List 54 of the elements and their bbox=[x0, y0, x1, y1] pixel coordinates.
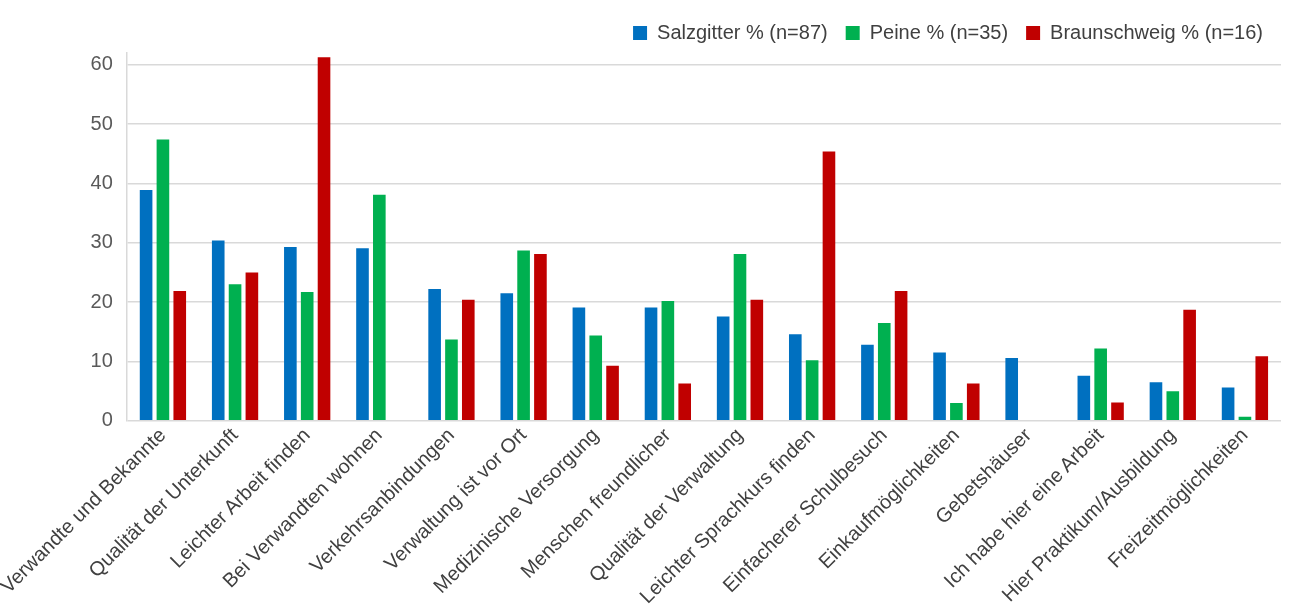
bar bbox=[805, 360, 819, 421]
y-tick-label: 30 bbox=[90, 230, 113, 253]
bar bbox=[1183, 309, 1196, 421]
bar bbox=[716, 316, 730, 421]
bar bbox=[1094, 348, 1107, 421]
y-tick-label: 0 bbox=[101, 408, 113, 431]
bar bbox=[750, 299, 764, 421]
legend-label: Salzgitter % (n=87) bbox=[657, 20, 828, 43]
bar bbox=[1255, 356, 1269, 421]
bar bbox=[877, 322, 891, 421]
y-tick-label: 40 bbox=[90, 171, 113, 194]
bar bbox=[156, 139, 170, 421]
bar bbox=[644, 307, 658, 421]
bar bbox=[1005, 357, 1019, 421]
bar bbox=[461, 299, 475, 421]
bar bbox=[966, 383, 980, 421]
bar bbox=[894, 290, 908, 421]
bar bbox=[517, 250, 530, 421]
bar bbox=[606, 365, 619, 421]
bar bbox=[861, 344, 874, 421]
bar bbox=[173, 290, 187, 421]
y-tick-label: 20 bbox=[90, 289, 113, 312]
bar bbox=[1111, 402, 1124, 421]
bar bbox=[500, 293, 514, 421]
bar bbox=[245, 272, 259, 421]
y-tick-label: 50 bbox=[90, 111, 113, 134]
bar bbox=[733, 254, 747, 421]
bar bbox=[534, 254, 547, 421]
bar bbox=[1149, 382, 1163, 421]
bar bbox=[317, 57, 331, 421]
bar bbox=[211, 240, 225, 421]
bar bbox=[373, 194, 386, 421]
bar bbox=[933, 352, 946, 421]
bar bbox=[678, 383, 692, 421]
bar bbox=[822, 151, 836, 421]
bar bbox=[228, 284, 242, 421]
bar bbox=[139, 190, 153, 421]
bar bbox=[428, 289, 441, 421]
bar bbox=[788, 334, 802, 421]
bar bbox=[661, 300, 675, 421]
bar bbox=[1221, 387, 1235, 421]
bar bbox=[1166, 391, 1180, 421]
bar bbox=[950, 403, 963, 421]
bar bbox=[1077, 375, 1091, 421]
bar bbox=[284, 246, 297, 421]
bar bbox=[445, 339, 458, 421]
legend-label: Peine % (n=35) bbox=[869, 20, 1009, 43]
legend-label: Braunschweig % (n=16) bbox=[1050, 20, 1263, 43]
bar bbox=[572, 307, 586, 421]
bar bbox=[589, 335, 603, 421]
y-tick-label: 60 bbox=[90, 52, 113, 75]
y-tick-label: 10 bbox=[90, 348, 113, 371]
bar bbox=[300, 292, 314, 421]
bar bbox=[356, 248, 369, 421]
